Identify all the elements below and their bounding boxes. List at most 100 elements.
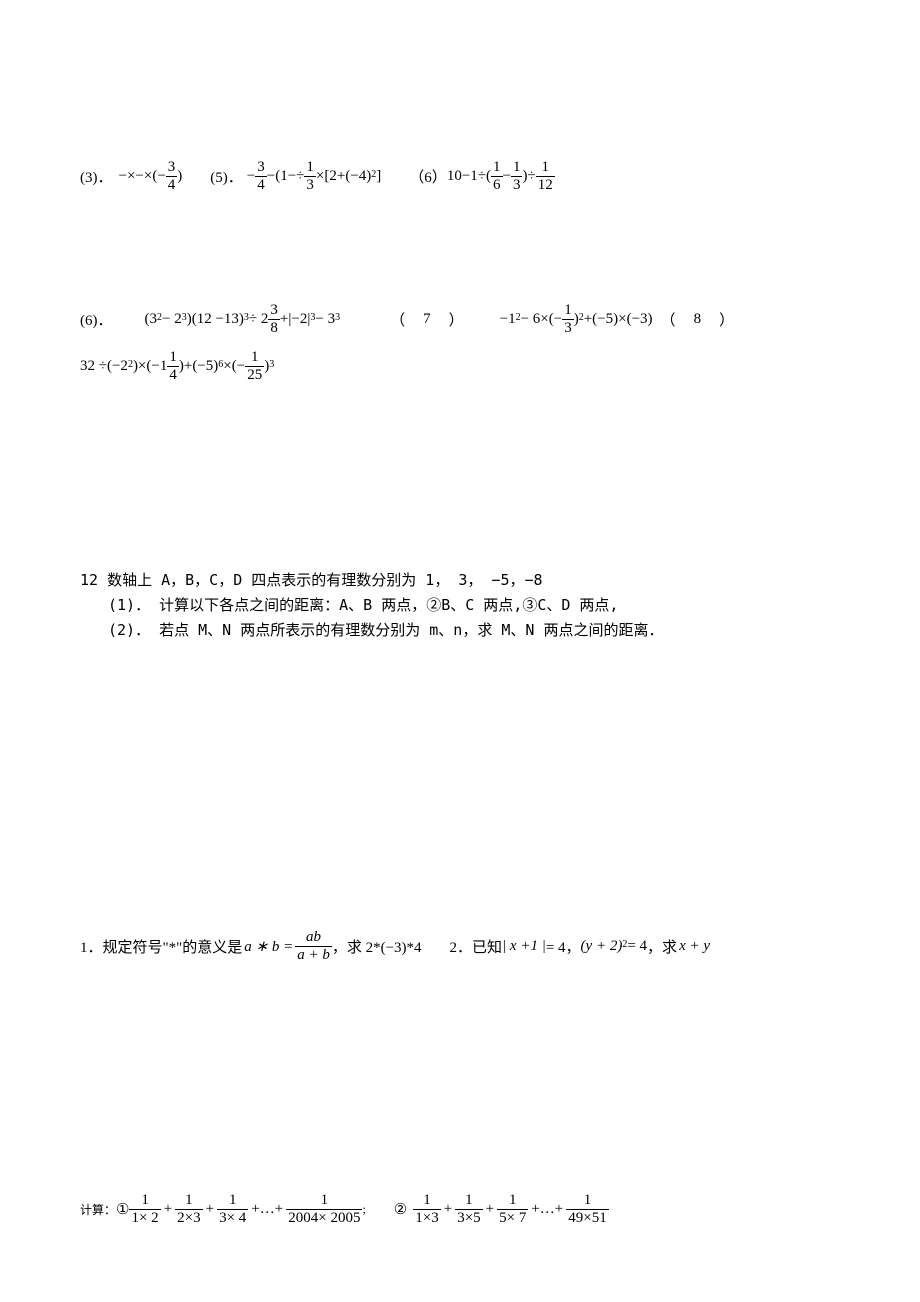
dots: +…+	[251, 1201, 283, 1218]
t: −	[503, 168, 511, 185]
plus: +	[206, 1201, 214, 1218]
paren-r: ）	[449, 309, 464, 330]
fraction: 1 3	[304, 160, 316, 193]
e: 3	[269, 359, 274, 370]
q13-p1: 1．规定符号"*"的意义是 a ∗ b = ab a + b ，求 2*(−3)…	[80, 930, 422, 963]
t: )×(−1	[133, 358, 167, 375]
fraction: 3 4	[255, 160, 267, 193]
fraction: ab a + b	[295, 930, 332, 963]
t: ×(−	[223, 358, 245, 375]
e: 3	[182, 312, 187, 323]
label: (3)．	[80, 166, 113, 187]
semi: ;	[362, 1202, 365, 1217]
question-14-row: 计算： ① 1 1× 2 + 1 2×3 + 1 3× 4 +…+ 1 2004…	[80, 1193, 840, 1226]
t: ]	[376, 168, 381, 185]
label: (5)．	[210, 166, 243, 187]
t: +(−5)×(−3)	[584, 311, 653, 328]
fraction: 1 3× 4	[217, 1193, 248, 1226]
circled-2: ②	[394, 1200, 407, 1219]
t: −2	[291, 311, 307, 328]
t: = 4	[627, 938, 647, 955]
lhs: a ∗ b =	[244, 937, 293, 956]
dots: +…+	[531, 1201, 563, 1218]
e: 3	[335, 312, 340, 323]
fraction: 1 3	[511, 160, 523, 193]
fraction: 1 1× 2	[129, 1193, 160, 1226]
t: ×[2+(−4)	[316, 168, 371, 185]
e: 2	[622, 939, 627, 950]
e: 2	[157, 312, 162, 323]
q12-intro: 12 数轴上 A，B，C，D 四点表示的有理数分别为 1， 3， −5，−8	[80, 569, 840, 590]
t: 2．已知	[450, 936, 503, 957]
num: 7	[423, 311, 431, 328]
t: )(12 −13)	[187, 311, 244, 328]
plus: +	[444, 1201, 452, 1218]
t: −1	[500, 311, 516, 328]
t: )+(−5)	[179, 358, 218, 375]
problem-8-expr: 32 ÷(−2 2 )×(−1 1 4 )+(−5) 6 ×(− 1 25 ) …	[80, 350, 274, 383]
paren: (y + 2)	[581, 938, 623, 955]
fraction: 1 2×3	[175, 1193, 202, 1226]
problem-5: (5)． − 3 4 −(1−÷ 1 3 ×[2+(−4) 2 ]	[210, 160, 381, 193]
fraction: 3 8	[268, 303, 280, 336]
fraction: 1 3	[562, 303, 574, 336]
problem-row-1: (3)． −×−×(− 3 4 ) (5)． − 3 4 −(1−÷ 1 3 ×…	[80, 160, 840, 193]
fraction: 1 4	[167, 350, 179, 383]
problem-8-label: （ 8 ）	[661, 309, 735, 330]
label: （6）	[409, 166, 447, 187]
fraction: 1 6	[491, 160, 503, 193]
e: 2	[128, 359, 133, 370]
t: = 4，	[546, 936, 581, 957]
t: (3	[145, 311, 158, 328]
paren-l: （	[390, 309, 405, 330]
exp: 2	[371, 169, 376, 180]
t: −	[247, 168, 255, 185]
fraction: 1 2004× 2005	[286, 1193, 362, 1226]
q12-line1: (1)． 计算以下各点之间的距离：A、B 两点，②B、C 两点,③C、D 两点,	[80, 594, 840, 615]
paren-r: ）	[719, 309, 734, 330]
label: (6)．	[80, 309, 113, 330]
t: )÷	[522, 168, 535, 185]
num: 8	[694, 311, 702, 328]
fraction: 3 4	[166, 160, 178, 193]
problem-6a: （6） 10−1÷( 1 6 − 1 3 )÷ 1 12	[409, 160, 554, 193]
t: 32 ÷(−2	[80, 358, 128, 375]
problem-3: (3)． −×−×(− 3 4 )	[80, 160, 182, 193]
fraction: 1 3×5	[455, 1193, 482, 1226]
expr-prefix: −×−×(−	[119, 168, 166, 185]
ans: x + y	[679, 938, 710, 955]
fraction: 1 49×51	[566, 1193, 608, 1226]
t: − 6×(−	[521, 311, 563, 328]
problem-6b: (6)． (3 2 − 2 3 )(12 −13) 3 ÷ 2 3 8 + | …	[80, 303, 340, 336]
fraction: 1 12	[536, 160, 555, 193]
fraction: 1 25	[245, 350, 264, 383]
plus: +	[164, 1201, 172, 1218]
t: 10−1÷(	[447, 168, 491, 185]
circled-1: ①	[116, 1200, 129, 1219]
t: − 3	[315, 311, 335, 328]
plus: +	[486, 1201, 494, 1218]
e: 2	[516, 312, 521, 323]
t: ÷ 2	[249, 311, 268, 328]
e: 6	[218, 359, 223, 370]
t: +	[280, 311, 288, 328]
e: 3	[244, 312, 249, 323]
t: −(1−÷	[267, 168, 305, 185]
problem-7: （ 7 ） −1 2 − 6×(− 1 3 ) 2 +(−5)×(−3)	[390, 303, 652, 336]
abs: | x +1 |	[502, 938, 546, 955]
q13-p2: 2．已知 | x +1 | = 4， (y + 2) 2 = 4 ，求 x + …	[450, 936, 710, 957]
question-12: 12 数轴上 A，B，C，D 四点表示的有理数分别为 1， 3， −5，−8 (…	[80, 569, 840, 640]
t: − 2	[162, 311, 182, 328]
t: 1．规定符号"*"的意义是	[80, 936, 242, 957]
t: ，求	[647, 936, 677, 957]
q12-line2: (2)． 若点 M、N 两点所表示的有理数分别为 m、n，求 M、N 两点之间的…	[80, 619, 840, 640]
problem-row-2: (6)． (3 2 − 2 3 )(12 −13) 3 ÷ 2 3 8 + | …	[80, 303, 840, 383]
expr-suffix: )	[177, 168, 182, 185]
e: 2	[579, 312, 584, 323]
paren-l: （	[661, 309, 676, 330]
e: 3	[310, 312, 315, 323]
question-13-row: 1．规定符号"*"的意义是 a ∗ b = ab a + b ，求 2*(−3)…	[80, 930, 840, 963]
label: 计算：	[80, 1201, 116, 1218]
fraction: 1 1×3	[413, 1193, 440, 1226]
fraction: 1 5× 7	[497, 1193, 528, 1226]
